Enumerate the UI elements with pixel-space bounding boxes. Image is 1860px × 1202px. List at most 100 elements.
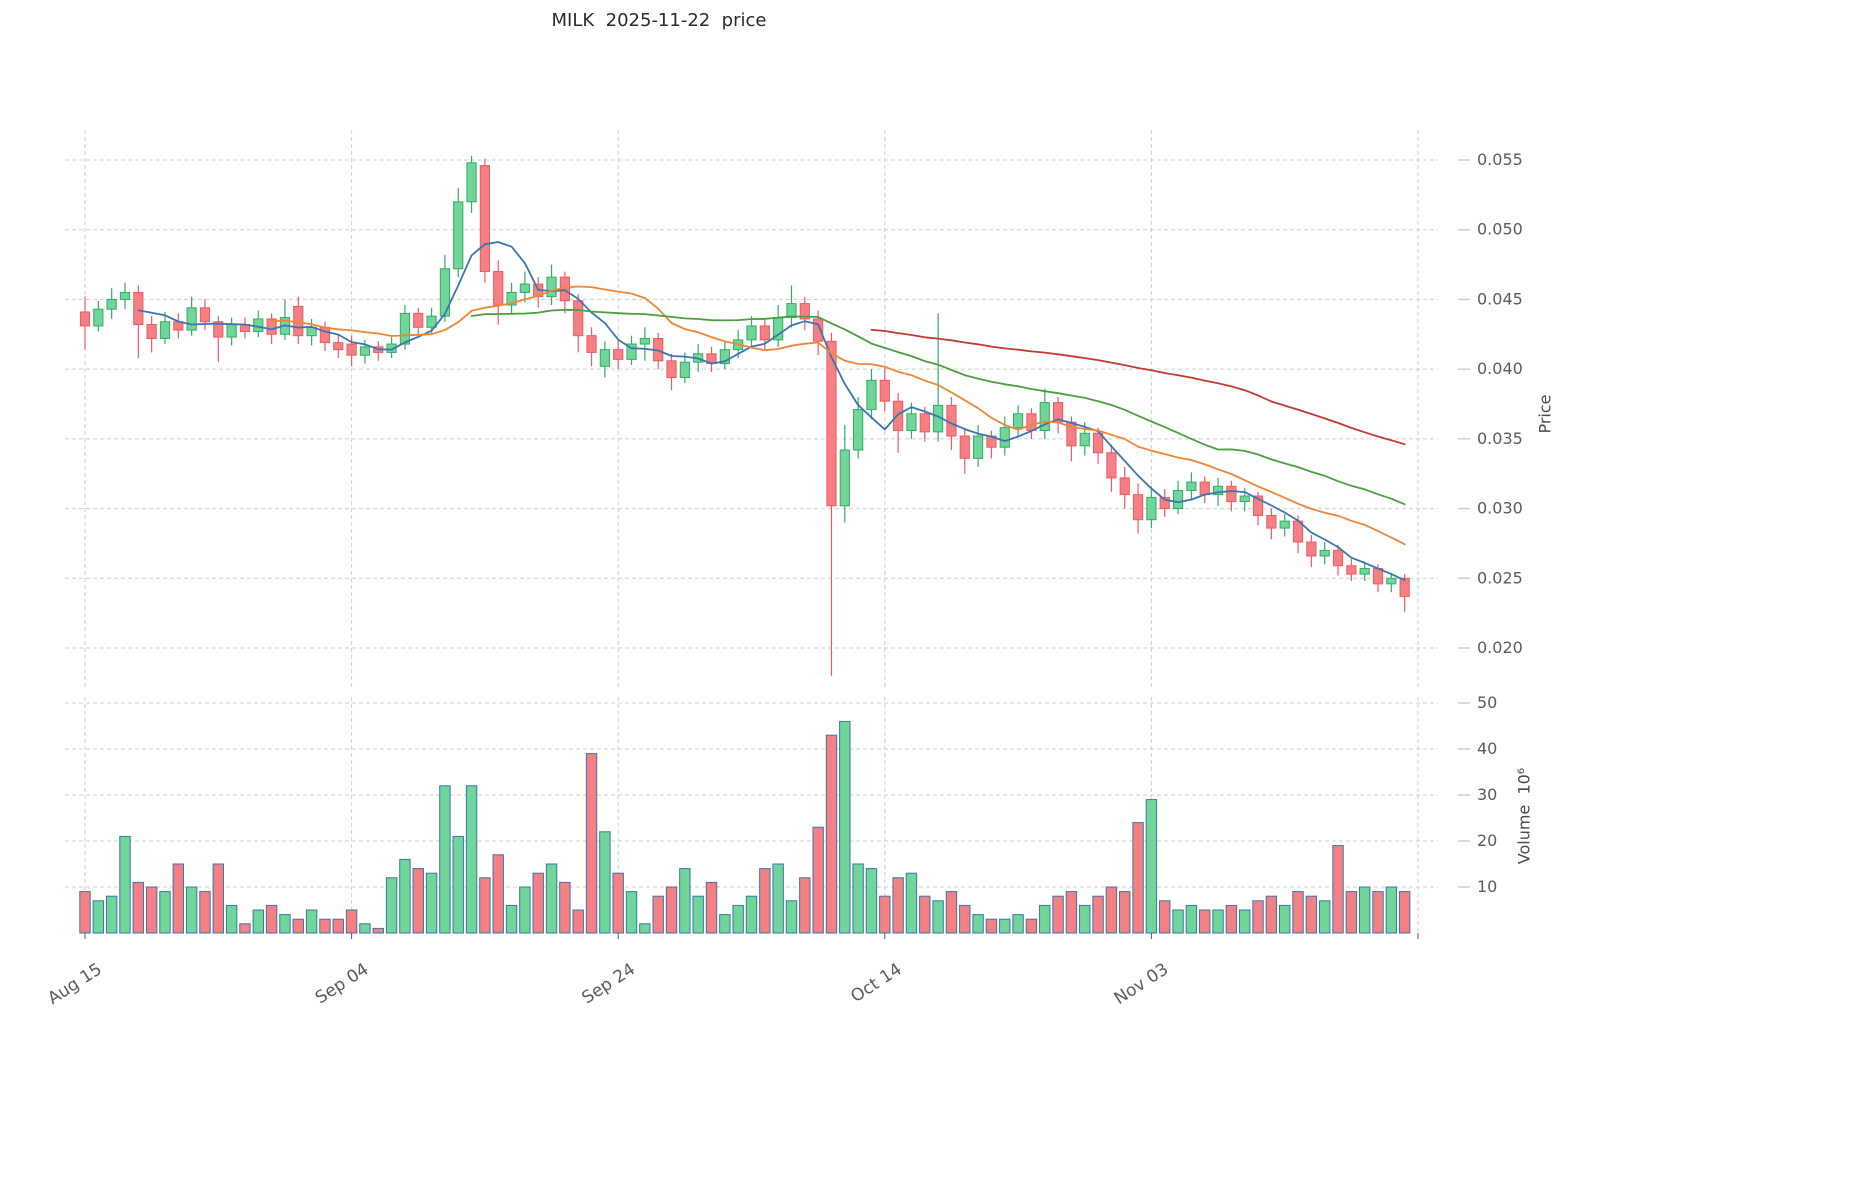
candle-body <box>253 318 264 332</box>
volume-bar <box>505 904 518 934</box>
volume-bar <box>1159 900 1171 934</box>
volume-bar <box>92 900 105 934</box>
volume-bar <box>265 904 278 934</box>
candle-body <box>919 413 930 433</box>
volume-bar <box>292 918 304 934</box>
volume-bar <box>1212 909 1224 934</box>
candle-body <box>813 318 824 342</box>
volume-bar <box>479 877 491 934</box>
volume-bar <box>119 835 131 934</box>
tick-label: Oct 14 <box>847 959 905 1007</box>
tick-label: 40 <box>1477 739 1497 758</box>
ma-longest-line <box>870 328 1406 446</box>
volume-bar <box>679 868 691 934</box>
candle-body <box>199 307 211 323</box>
candle-body <box>1013 413 1024 429</box>
candle-body <box>1319 549 1330 557</box>
volume-bar <box>359 923 371 934</box>
volume-bar <box>332 918 344 934</box>
volume-bar <box>399 858 411 934</box>
tick-label: 0.035 <box>1477 429 1523 448</box>
tick-label: 20 <box>1477 831 1497 850</box>
tick-label: 10 <box>1477 877 1497 896</box>
candle-body <box>226 324 237 338</box>
volume-bar <box>532 872 544 934</box>
candle-body <box>266 318 277 335</box>
candle-body <box>1146 496 1157 521</box>
volume-bar <box>239 923 251 934</box>
volume-bar <box>999 918 1011 934</box>
tick-label: Sep 24 <box>578 959 638 1008</box>
candle-body <box>1106 452 1117 479</box>
candle-body <box>1092 432 1104 454</box>
candle-body <box>586 335 597 353</box>
candle-body <box>93 308 104 327</box>
candle-body <box>1212 485 1224 496</box>
candle-body <box>759 325 770 341</box>
candle-body <box>666 360 677 379</box>
volume-bar <box>1172 909 1184 934</box>
volume-bar <box>892 877 904 934</box>
candle-body <box>386 343 397 353</box>
volume-bar <box>1145 799 1158 934</box>
volume-bar <box>252 909 264 934</box>
candle-body <box>346 343 357 356</box>
candle-body <box>1306 541 1317 557</box>
volume-bar <box>1225 904 1238 934</box>
ma-long-line <box>470 308 1406 506</box>
candle-body <box>1079 432 1090 447</box>
candle-body <box>599 349 610 367</box>
volume-bar <box>305 909 318 934</box>
volume-bar <box>1079 904 1091 934</box>
volume-bar <box>652 895 664 934</box>
volume-bar <box>759 868 771 934</box>
candle-body <box>426 315 437 328</box>
tick-label: 30 <box>1477 785 1497 804</box>
candle-body <box>719 349 730 365</box>
volume-bar <box>905 872 918 934</box>
volume-bar <box>639 923 651 934</box>
candle-body <box>466 162 477 203</box>
candle-body <box>1026 413 1037 431</box>
volume-bar <box>825 734 838 934</box>
volume-bar <box>132 881 145 934</box>
volume-bar <box>172 863 185 934</box>
volume-bar <box>572 909 584 934</box>
candle-body <box>946 404 957 437</box>
volume-bar <box>1358 886 1371 934</box>
volume-bar <box>1239 909 1251 934</box>
tick-label: 0.050 <box>1477 220 1523 239</box>
candle-body <box>293 305 304 337</box>
candle-body <box>1039 402 1050 431</box>
candle-body <box>506 291 517 306</box>
volume-bar <box>812 826 824 934</box>
candle-body <box>1159 496 1170 510</box>
candle-body <box>1252 495 1264 517</box>
volume-bar <box>879 895 891 934</box>
volume-bar <box>1119 891 1131 934</box>
candle-body <box>399 312 411 345</box>
volume-bar <box>1305 895 1318 934</box>
candle-body <box>439 268 451 317</box>
candle-body <box>799 303 810 320</box>
volume-bar <box>1372 891 1384 934</box>
volume-bar <box>839 720 851 934</box>
volume-bar <box>345 909 358 934</box>
candle-body <box>1332 549 1344 567</box>
volume-bar <box>1252 900 1264 934</box>
volume-bar <box>465 785 478 934</box>
volume-bar <box>732 904 744 934</box>
candle-body <box>1186 481 1197 491</box>
ma-mid-line <box>270 285 1406 546</box>
candle-body <box>1199 481 1210 496</box>
candle-body <box>639 337 650 345</box>
chart-title: MILK 2025-11-22 price <box>551 10 767 31</box>
volume-bar <box>1065 891 1078 934</box>
candle-body <box>573 300 584 337</box>
volume-bar <box>439 785 451 934</box>
candle-body <box>1386 577 1397 585</box>
volume-bar <box>199 891 211 934</box>
candle-body <box>1359 568 1370 575</box>
volume-bar <box>1332 845 1344 934</box>
volume-bar <box>945 891 958 934</box>
